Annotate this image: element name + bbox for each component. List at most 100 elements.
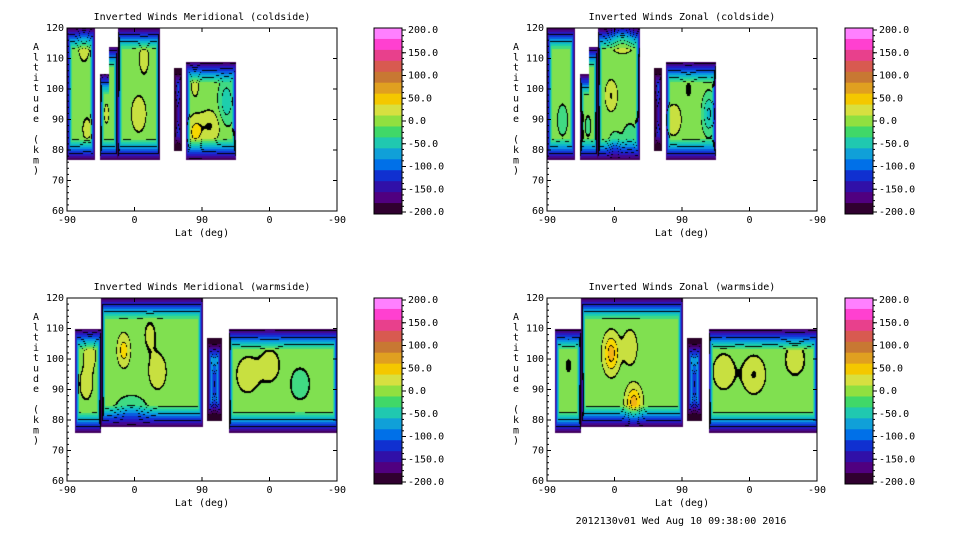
colorbar-swatch xyxy=(845,49,873,62)
y-tick-label: 120 xyxy=(526,23,544,34)
colorbar-tick-label: 200.0 xyxy=(408,25,438,36)
colorbar-tick-label: -200.0 xyxy=(879,477,915,488)
colorbar-swatch xyxy=(374,374,402,387)
y-tick-label: 70 xyxy=(52,446,64,457)
x-tick-label: -90 xyxy=(808,215,826,226)
colorbar-tick-label: -50.0 xyxy=(408,409,438,420)
colorbar-tick-label: -150.0 xyxy=(879,454,915,465)
colorbar-tick-label: 100.0 xyxy=(879,71,909,82)
x-tick-label: -90 xyxy=(328,215,346,226)
y-tick-label: 120 xyxy=(46,23,64,34)
x-axis-label: Lat (deg) xyxy=(655,228,709,239)
y-axis-label-char: e xyxy=(513,384,519,395)
y-axis-label-char: t xyxy=(513,83,519,94)
y-axis-label-char: e xyxy=(33,384,39,395)
y-axis-label-char: t xyxy=(513,63,519,74)
y-axis-label-char: A xyxy=(513,42,519,53)
colorbar-swatch xyxy=(374,203,402,215)
colorbar-swatch xyxy=(374,429,402,441)
colorbar-swatch xyxy=(374,473,402,485)
colorbar-swatch xyxy=(374,363,402,376)
y-tick-label: 90 xyxy=(52,115,64,126)
colorbar-tick-label: 0.0 xyxy=(879,116,897,127)
x-tick-label: -90 xyxy=(58,215,76,226)
colorbar-swatch xyxy=(845,363,873,376)
colorbar-swatch xyxy=(845,82,873,95)
colorbar-tick-label: 50.0 xyxy=(408,93,432,104)
y-axis-label-char: ( xyxy=(513,405,519,416)
colorbar-swatch xyxy=(374,319,402,332)
colorbar-swatch xyxy=(374,49,402,62)
colorbar-swatch xyxy=(845,148,873,160)
colorbar-swatch xyxy=(374,341,402,354)
y-axis-label-char: ) xyxy=(33,436,39,447)
y-axis-label-char: t xyxy=(513,353,519,364)
y-axis-label-char: t xyxy=(33,333,39,344)
y-axis-label-char: i xyxy=(33,73,39,84)
y-tick-label: 70 xyxy=(532,446,544,457)
colorbar-swatch xyxy=(374,82,402,95)
heatmap-field xyxy=(547,28,817,211)
y-axis-label-char: ( xyxy=(33,135,39,146)
y-tick-label: 110 xyxy=(46,324,64,335)
heatmap-field xyxy=(547,298,817,481)
y-axis-label-char: e xyxy=(33,114,39,125)
y-axis-label-char: i xyxy=(513,73,519,84)
chart-title: Inverted Winds Meridional (coldside) xyxy=(94,12,311,23)
colorbar-swatch xyxy=(845,203,873,215)
colorbar-swatch xyxy=(845,374,873,387)
x-tick-label: -90 xyxy=(808,485,826,496)
colorbar-swatch xyxy=(374,407,402,419)
colorbar-swatch xyxy=(845,462,873,474)
colorbar-tick-label: 0.0 xyxy=(408,116,426,127)
x-tick-label: 0 xyxy=(611,215,617,226)
colorbar-swatch xyxy=(845,170,873,182)
colorbar-tick-label: 50.0 xyxy=(408,363,432,374)
colorbar-swatch xyxy=(374,352,402,365)
colorbar-tick-label: -100.0 xyxy=(879,432,915,443)
colorbar-swatch xyxy=(374,60,402,73)
y-tick-label: 60 xyxy=(532,206,544,217)
x-tick-label: 0 xyxy=(266,215,272,226)
y-axis-label-char: ) xyxy=(513,166,519,177)
y-tick-label: 60 xyxy=(532,476,544,487)
colorbar-swatch xyxy=(374,159,402,171)
y-tick-label: 120 xyxy=(46,293,64,304)
y-axis-label-char: u xyxy=(513,364,519,375)
y-tick-label: 110 xyxy=(46,54,64,65)
chart-title: Inverted Winds Zonal (warmside) xyxy=(589,282,776,293)
y-tick-label: 90 xyxy=(532,115,544,126)
colorbar-swatch xyxy=(845,308,873,321)
colorbar-swatch xyxy=(845,181,873,193)
colorbar-tick-label: 150.0 xyxy=(879,318,909,329)
colorbar-swatch xyxy=(845,418,873,430)
y-tick-label: 70 xyxy=(52,176,64,187)
chart-panel-4: Inverted Winds Zonal (warmside) 60 70 80 90 1… xyxy=(513,282,915,509)
colorbar-swatch xyxy=(374,192,402,204)
colorbar: 200.0 150.0 100.0 50.0 0.0 -50.0 -100.0 -150.0 -… xyxy=(373,25,444,218)
y-tick-label: 100 xyxy=(526,354,544,365)
x-tick-label: 90 xyxy=(676,215,688,226)
colorbar-tick-label: 0.0 xyxy=(879,386,897,397)
y-tick-label: 60 xyxy=(52,206,64,217)
x-tick-label: 0 xyxy=(746,485,752,496)
colorbar-swatch xyxy=(845,440,873,452)
y-axis-label-char: l xyxy=(513,322,519,333)
x-tick-label: -90 xyxy=(328,485,346,496)
x-tick-label: 90 xyxy=(196,485,208,496)
colorbar-tick-label: 100.0 xyxy=(408,71,438,82)
x-tick-label: 0 xyxy=(266,485,272,496)
colorbar-swatch xyxy=(374,115,402,127)
colorbar-tick-label: -50.0 xyxy=(879,409,909,420)
y-axis-label-char: l xyxy=(33,52,39,63)
colorbar-swatch xyxy=(845,159,873,171)
y-tick-label: 70 xyxy=(532,176,544,187)
x-tick-label: -90 xyxy=(538,215,556,226)
colorbar-swatch xyxy=(374,298,402,310)
colorbar-swatch xyxy=(845,407,873,419)
chart-title: Inverted Winds Zonal (coldside) xyxy=(589,12,776,23)
y-axis-label-char: u xyxy=(513,94,519,105)
y-axis-label-char: A xyxy=(513,312,519,323)
y-axis-label-char: d xyxy=(33,374,39,385)
y-axis-label-char: A xyxy=(33,312,39,323)
